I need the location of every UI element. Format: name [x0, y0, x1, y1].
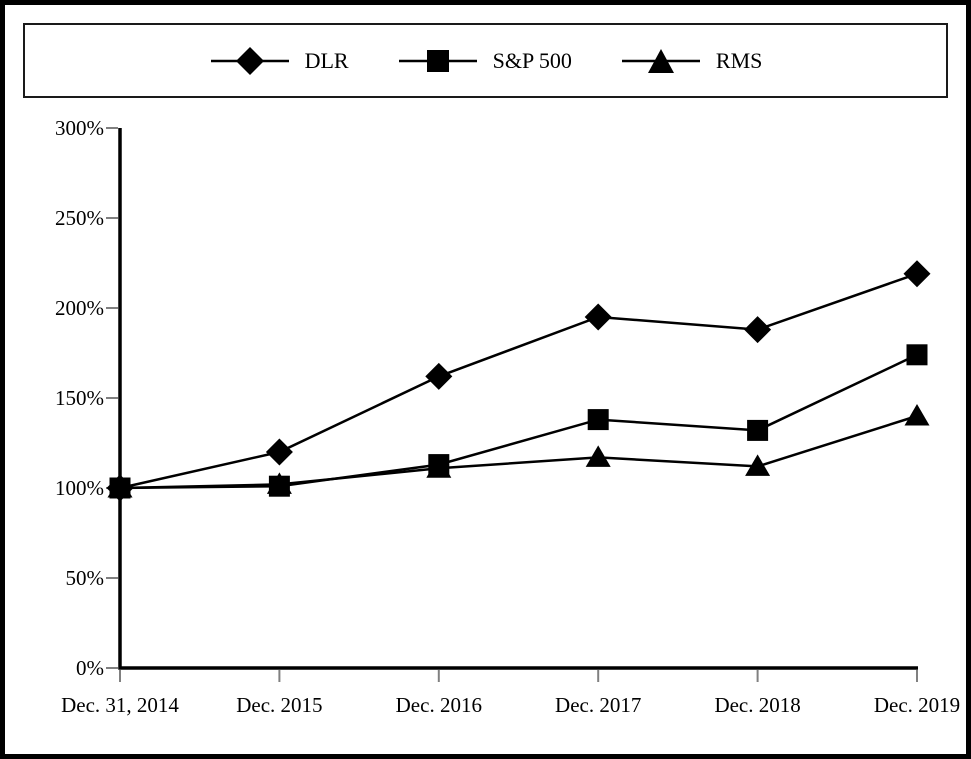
triangle-marker: [585, 445, 611, 467]
triangle-marker: [745, 454, 771, 476]
legend-label-rms: RMS: [715, 47, 763, 73]
axis-lines: [118, 128, 918, 670]
square-icon: [398, 49, 477, 72]
diamond-marker: [106, 474, 134, 502]
x-axis-tick-label: Dec. 2019: [874, 693, 960, 717]
triangle-marker: [904, 404, 930, 426]
x-axis-tick-label: Dec. 2015: [236, 693, 322, 717]
series-line-dlr: [119, 272, 918, 490]
y-axis-tick-label: 100%: [55, 476, 104, 500]
diamond-marker: [584, 303, 612, 331]
y-axis-tick-label: 250%: [55, 206, 104, 230]
diamond-marker: [425, 362, 453, 390]
diamond-marker: [744, 316, 772, 344]
series-line-s-p-500: [119, 353, 918, 490]
diamond-marker: [265, 438, 293, 466]
y-axis-tick-label: 0%: [76, 656, 104, 680]
diamond-marker: [903, 260, 931, 288]
legend-item-rms: RMS: [620, 44, 762, 78]
y-axis-tick-label: 300%: [55, 116, 104, 140]
x-axis-tick-label: Dec. 2018: [714, 693, 800, 717]
x-axis-tick-label: Dec. 2016: [396, 693, 482, 717]
square-marker: [268, 475, 290, 497]
legend-item-sp500: S&P 500: [397, 44, 572, 78]
square-marker: [906, 344, 928, 366]
square-marker: [587, 409, 609, 431]
x-axis-tick-label: Dec. 2017: [555, 693, 641, 717]
series-line-rms: [119, 414, 918, 490]
legend: DLR S&P 500 RMS: [23, 23, 948, 98]
y-axis-tick-label: 200%: [55, 296, 104, 320]
diamond-icon: [210, 46, 289, 75]
legend-label-dlr: DLR: [304, 47, 349, 73]
triangle-icon: [621, 48, 700, 73]
legend-item-dlr: DLR: [209, 44, 349, 78]
square-marker: [747, 419, 769, 441]
x-axis-tick-label: Dec. 31, 2014: [61, 693, 179, 717]
y-axis-tick-label: 50%: [66, 566, 105, 590]
square-marker: [428, 454, 450, 476]
y-axis-tick-label: 150%: [55, 386, 104, 410]
legend-label-sp500: S&P 500: [492, 47, 572, 73]
